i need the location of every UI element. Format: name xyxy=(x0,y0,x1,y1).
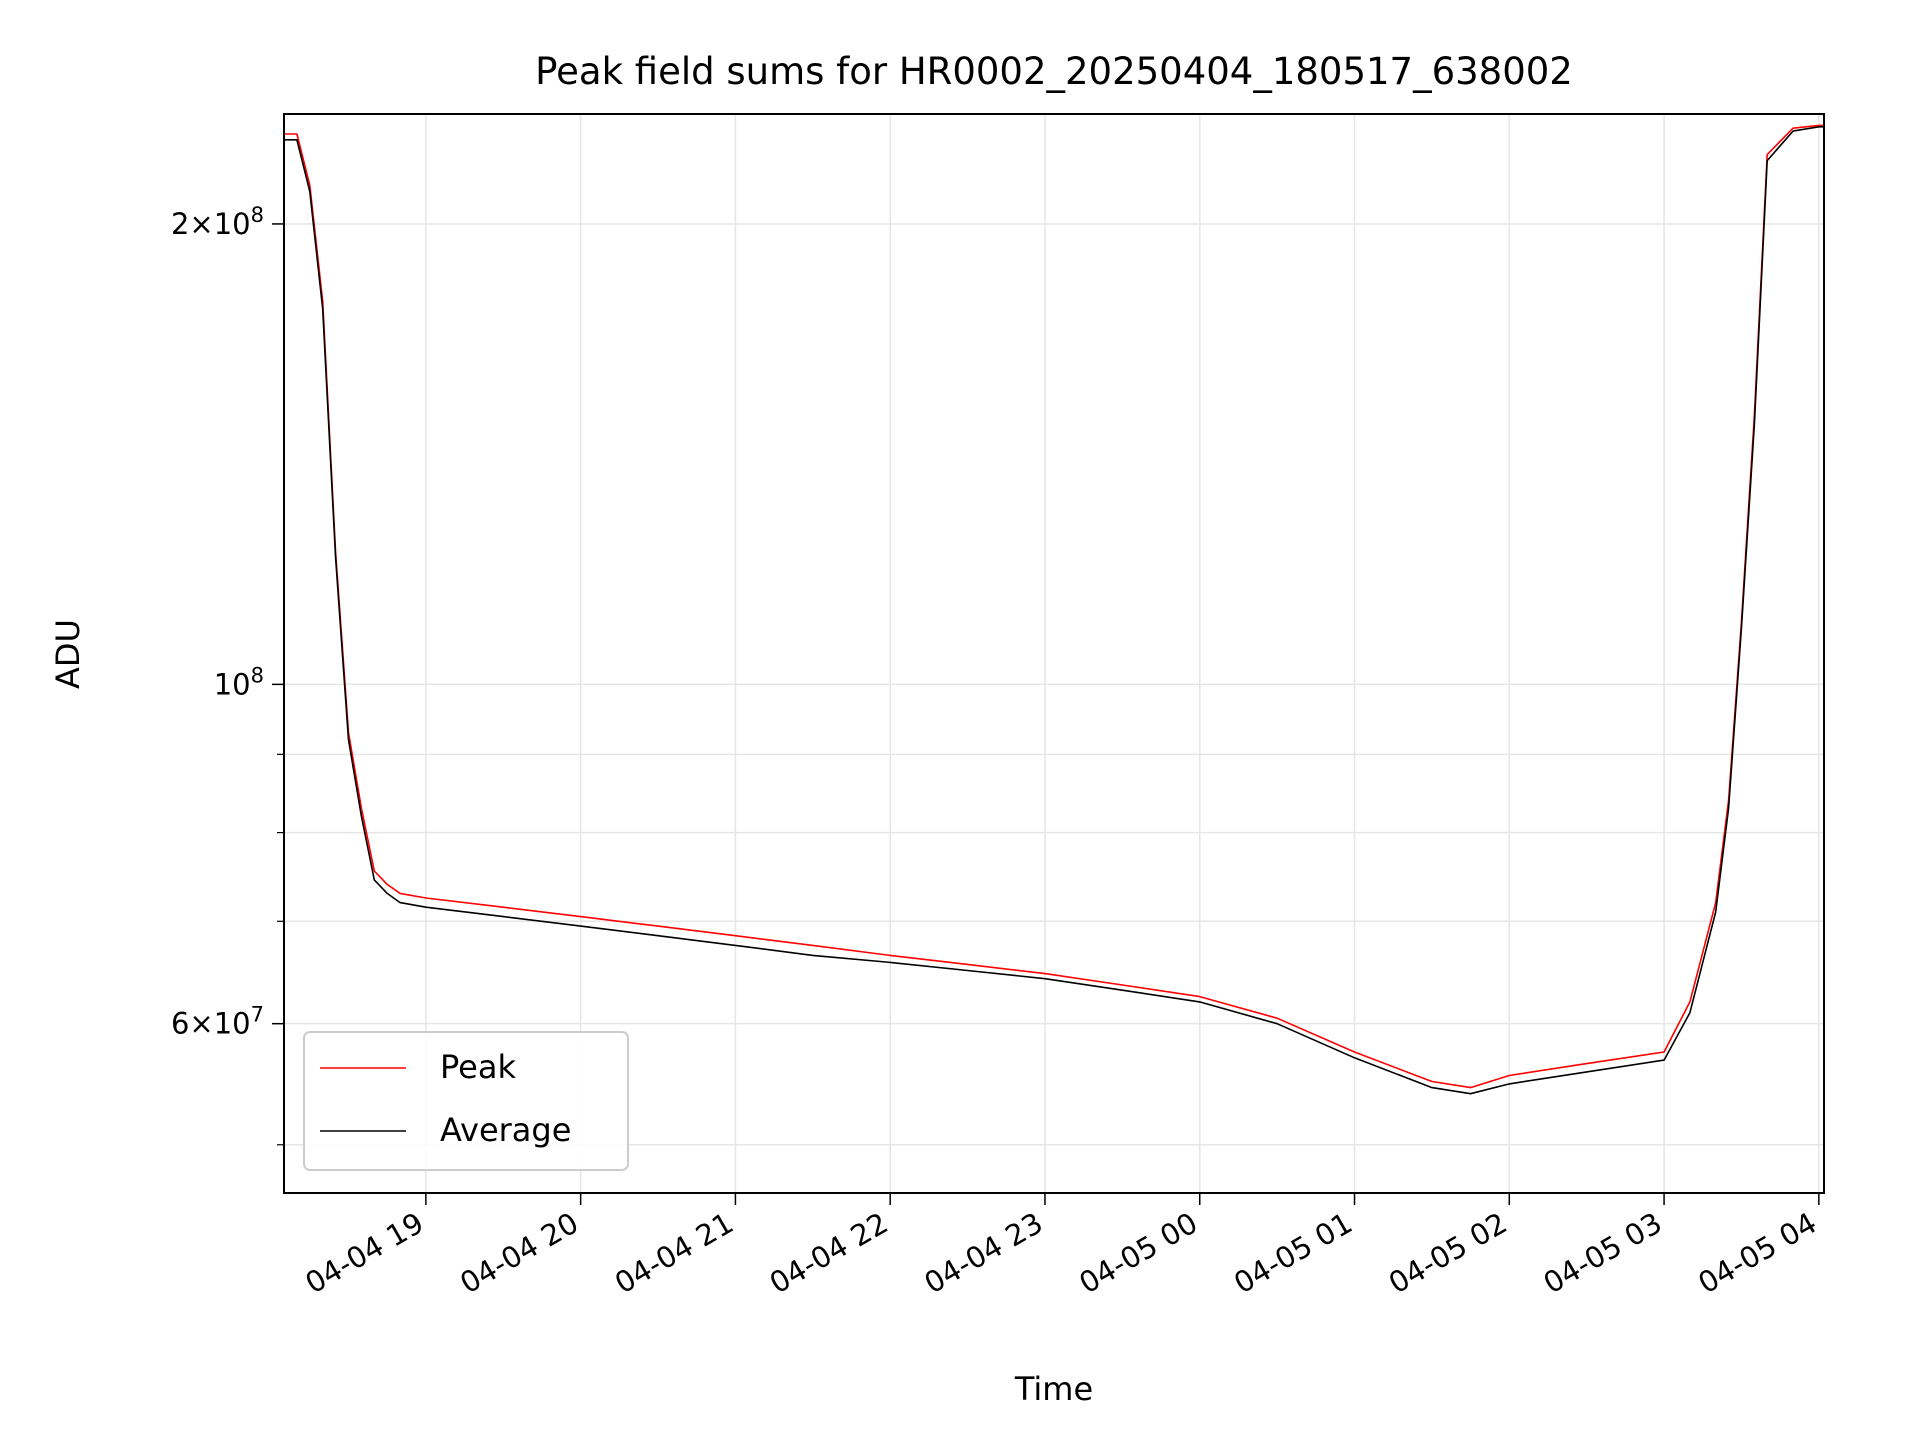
y-axis-label: ADU xyxy=(49,619,87,689)
y-tick-label: 2×108 xyxy=(171,203,264,241)
y-tick-label: 6×107 xyxy=(171,1003,264,1041)
grid-lines xyxy=(284,114,1824,1193)
x-axis-label: Time xyxy=(1014,1370,1093,1408)
chart-title: Peak field sums for HR0002_20250404_1805… xyxy=(535,50,1573,93)
y-tick-label: 108 xyxy=(214,663,264,701)
legend-peak-label: Peak xyxy=(440,1048,516,1086)
series-layer xyxy=(284,124,1824,1095)
legend: Peak Average xyxy=(303,1031,629,1171)
y-axis: 2×108 108 6×107 xyxy=(171,203,284,1146)
legend-average-label: Average xyxy=(440,1111,571,1149)
legend-box xyxy=(303,1031,629,1171)
series-average-line xyxy=(284,126,1824,1095)
plot-frame xyxy=(283,113,1825,1194)
